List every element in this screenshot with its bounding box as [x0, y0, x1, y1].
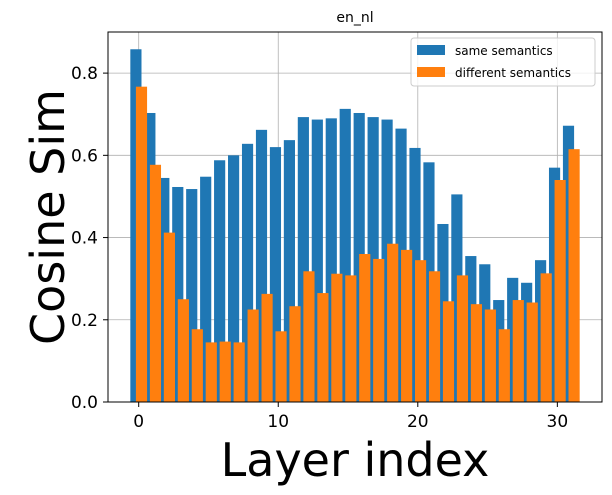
bar-different-semantics-15 [345, 275, 357, 402]
bar-different-semantics-17 [373, 258, 385, 402]
bar-different-semantics-1 [149, 164, 162, 402]
bar-different-semantics-6 [219, 341, 231, 402]
bar-different-semantics-26 [498, 329, 510, 402]
bar-different-semantics-5 [205, 342, 217, 402]
bar-different-semantics-7 [233, 342, 245, 402]
bar-different-semantics-18 [387, 243, 399, 402]
y-tick-label: 0.2 [71, 311, 98, 331]
bar-different-semantics-0 [135, 86, 148, 402]
bar-different-semantics-24 [470, 304, 482, 402]
bar-different-semantics-10 [275, 331, 287, 402]
legend-label-different-semantics: different semantics [455, 66, 571, 80]
bar-different-semantics-28 [526, 302, 538, 402]
bars [130, 49, 580, 403]
bar-different-semantics-16 [359, 254, 371, 402]
y-tick-label: 0.4 [71, 229, 98, 249]
bar-different-semantics-4 [191, 329, 203, 402]
bar-different-semantics-23 [456, 275, 469, 402]
bar-different-semantics-13 [317, 293, 329, 402]
bar-different-semantics-29 [540, 273, 552, 402]
x-axis-label: Layer index [221, 433, 490, 487]
bar-same-semantics-4 [186, 189, 198, 402]
bar-same-semantics-6 [214, 160, 226, 402]
bar-same-semantics-15 [339, 108, 351, 402]
bar-same-semantics-7 [228, 155, 240, 402]
legend-box [410, 37, 596, 87]
x-tick-label: 20 [407, 412, 429, 432]
bar-same-semantics-13 [311, 119, 323, 403]
bar-different-semantics-19 [401, 249, 413, 402]
x-tick-label: 30 [547, 412, 569, 432]
ticks: 0 10 20 30 0.0 0.2 0.4 0.6 0.8 [71, 64, 568, 432]
legend-label-same-semantics: same semantics [455, 44, 553, 58]
x-tick-label: 0 [133, 412, 144, 432]
bar-different-semantics-20 [415, 260, 427, 402]
bar-different-semantics-30 [554, 180, 566, 402]
bar-different-semantics-31 [568, 149, 580, 402]
bar-different-semantics-11 [289, 306, 301, 402]
x-tick-label: 10 [267, 412, 289, 432]
chart-title: en_nl [336, 10, 373, 26]
bar-different-semantics-14 [331, 273, 343, 402]
legend-swatch-different-semantics [417, 67, 445, 77]
bar-different-semantics-22 [442, 301, 455, 402]
y-tick-label: 0.0 [71, 393, 98, 413]
bar-different-semantics-3 [177, 299, 189, 402]
bar-same-semantics-14 [325, 118, 337, 402]
bar-different-semantics-9 [261, 293, 273, 402]
bar-same-semantics-8 [241, 143, 254, 403]
bar-same-semantics-3 [172, 186, 184, 402]
bar-different-semantics-2 [163, 232, 175, 402]
y-tick-label: 0.6 [71, 146, 98, 166]
bar-different-semantics-25 [484, 309, 496, 402]
legend-swatch-same-semantics [417, 45, 445, 55]
bar-same-semantics-5 [200, 176, 212, 402]
bar-different-semantics-12 [303, 271, 315, 402]
bar-same-semantics-9 [255, 129, 268, 402]
y-tick-label: 0.8 [71, 64, 98, 84]
bar-different-semantics-27 [512, 300, 524, 402]
bar-different-semantics-8 [247, 309, 259, 402]
bar-same-semantics-11 [283, 140, 295, 402]
y-axis-label: Cosine Sim [21, 89, 75, 345]
bar-different-semantics-21 [428, 271, 441, 402]
plot-frame [107, 31, 603, 403]
legend: same semantics different semantics [410, 37, 596, 87]
bar-same-semantics-12 [297, 117, 309, 402]
bar-same-semantics-10 [269, 147, 282, 402]
